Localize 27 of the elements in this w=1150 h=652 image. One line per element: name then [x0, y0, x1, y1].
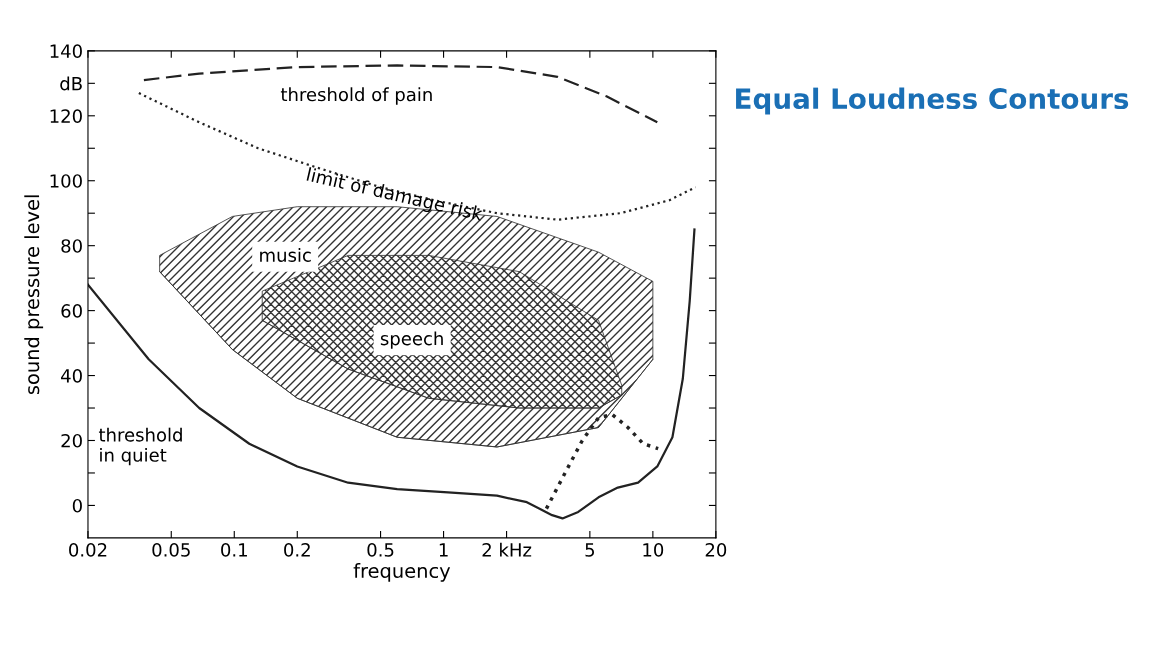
y-tick-label: 100: [50, 174, 82, 188]
x-tick-label: 20: [705, 543, 727, 557]
x-tick-label: 0.02: [69, 543, 107, 557]
text: Equal Loudness Contours: [736, 87, 1129, 115]
x-tick-label: 0.05: [152, 543, 190, 557]
y-tick-label: 0: [72, 498, 82, 513]
series-label: threshold in quiet: [98, 427, 182, 466]
y-tick-label: 140: [50, 44, 82, 58]
y-tick-label: dB: [60, 76, 82, 91]
series-label: music: [260, 247, 311, 262]
x-axis-title: frequency: [353, 563, 451, 582]
x-tick-label: 2 kHz: [482, 542, 532, 557]
y-tick-label: 20: [61, 433, 82, 448]
y-tick-label: 40: [61, 369, 82, 383]
series-label: speech: [380, 331, 443, 349]
y-axis-title: sound pressure level: [24, 195, 44, 395]
text: limit of damage risk: [305, 167, 484, 225]
x-tick-label: 5: [585, 543, 595, 557]
y-tick-label: 60: [61, 304, 82, 318]
x-tick-label: 0.2: [284, 543, 310, 557]
x-tick-label: 0.5: [367, 543, 394, 557]
y-tick-label: 80: [61, 239, 82, 253]
y-tick-label: 120: [50, 109, 82, 123]
x-tick-label: 10: [643, 543, 664, 557]
x-tick-label: 1: [439, 543, 448, 557]
series-label: threshold of pain: [280, 87, 432, 105]
x-tick-label: 0.1: [221, 543, 247, 557]
